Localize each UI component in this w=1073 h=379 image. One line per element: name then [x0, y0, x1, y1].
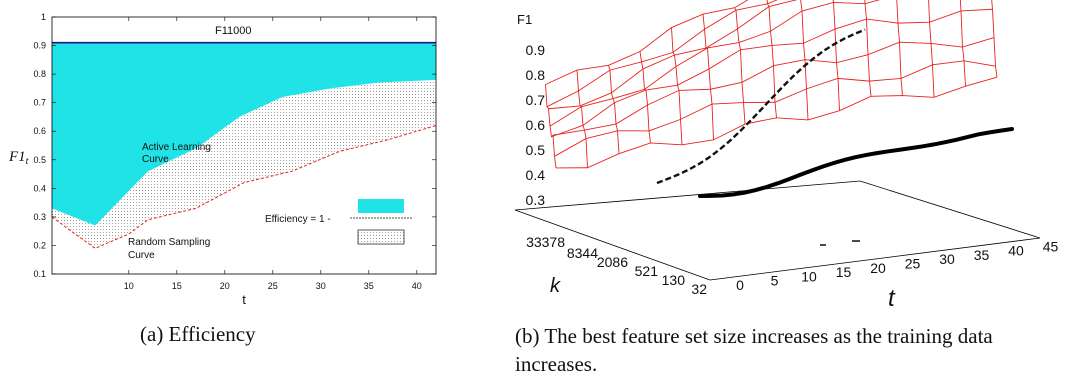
active-learning-region [52, 42, 436, 226]
best-k-floor-curve [698, 127, 1014, 198]
legend-random-swatch [357, 229, 405, 245]
mesh-line-t [864, 0, 872, 97]
z-tick-label: 0.3 [526, 192, 546, 208]
y-tick-label: 0.4 [33, 183, 46, 193]
k-tick-label: 521 [635, 263, 659, 279]
mesh-line-t [832, 0, 840, 111]
z-tick-label: 0.9 [526, 42, 546, 58]
t-tick-label: 15 [836, 264, 852, 280]
mesh-line-k [555, 76, 998, 169]
mesh-line-t [702, 14, 714, 140]
legend-efficiency-text: Efficiency = 1 - [265, 214, 331, 225]
active-curve-label-1: Active Learning [142, 142, 211, 153]
mesh-line-t [896, 0, 903, 96]
mesh-line-k [546, 0, 778, 108]
right-axis-line [859, 180, 1041, 239]
k-tick-label: 130 [662, 272, 686, 288]
mesh-line-k [545, 0, 749, 85]
t-tick-label: 25 [905, 256, 921, 272]
y-tick-label: 0.5 [33, 155, 46, 165]
mesh-line-k [554, 60, 996, 157]
random-gap-region [52, 79, 436, 249]
x-tick-label: 20 [220, 281, 230, 291]
t-tick-label: 30 [939, 251, 955, 267]
mesh-line-t [576, 70, 588, 168]
z-tick-label: 0.5 [526, 142, 546, 158]
y-axis-subscript: t [26, 156, 29, 167]
x-tick-label: 15 [172, 281, 182, 291]
x-tick-label: 40 [412, 281, 422, 291]
z-tick-label: 0.6 [526, 117, 546, 133]
f1-1000-label: F11000 [215, 25, 252, 37]
mesh-line-t [671, 27, 683, 145]
mesh-line-t [928, 0, 935, 98]
t-tick-label: 40 [1008, 243, 1024, 259]
k-tick-label: 2086 [597, 254, 628, 270]
plot-frame [51, 16, 437, 275]
back-axis-line [514, 180, 861, 211]
f1-1000-subscript: 1000 [227, 25, 251, 37]
t-tick-label: 5 [771, 273, 779, 289]
x-tick-label: 30 [316, 281, 326, 291]
caption-b: (b) The best feature set size increases … [515, 324, 993, 376]
k-axis-label: k [550, 275, 561, 297]
y-tick-label: 0.9 [33, 41, 46, 51]
y-tick-label: 0.3 [33, 212, 46, 222]
y-tick-label: 0.2 [33, 240, 46, 250]
x-tick-label: 10 [124, 281, 134, 291]
t-axis-line [709, 237, 1041, 281]
k-tick-label: 32 [691, 281, 707, 297]
mesh-line-t [608, 65, 620, 154]
x-tick-label: 25 [268, 281, 278, 291]
efficiency-chart: 0.1 0.2 0.3 0.4 0.5 0.6 0.7 0.8 0.9 1 10 15 20 25 30 35… [8, 12, 437, 307]
y-tick-label: 0.7 [33, 98, 46, 108]
mesh-line-k [552, 37, 995, 136]
mesh-line-t [639, 51, 651, 144]
mesh-line-t [800, 0, 809, 120]
y-tick-label: 0.6 [33, 126, 46, 136]
y-tick-label: 0.1 [33, 269, 46, 279]
x-axis-label: t [242, 292, 246, 307]
k-axis-line [514, 209, 711, 281]
z-tick-label: 0.8 [526, 67, 546, 83]
mesh-line-t [734, 7, 746, 125]
best-k-surface-path [656, 28, 866, 185]
x-tick-label: 35 [364, 281, 374, 291]
mesh-line-k [549, 0, 881, 127]
mesh-line-k [551, 8, 993, 138]
surface-chart: 0.3 0.4 0.5 0.6 0.7 0.8 0.9 F1 0 5 10 15 20 25 30 35 40 4… [514, 0, 1059, 312]
t-tick-label: 10 [801, 268, 817, 284]
mesh-line-t [766, 0, 777, 118]
y-tick-label: 0.8 [33, 69, 46, 79]
legend-active-swatch [358, 199, 404, 213]
t-tick-label: 45 [1043, 238, 1059, 254]
mesh-line-k [548, 0, 798, 110]
z-tick-label: 0.4 [526, 167, 546, 183]
t-tick-label: 0 [736, 277, 744, 293]
z-tick-label: 0.7 [526, 92, 546, 108]
random-curve-label-2: Curve [128, 250, 155, 261]
z-axis-label: F1 [517, 12, 532, 27]
caption-a: (a) Efficiency [140, 322, 256, 346]
y-axis-label: F1t [8, 149, 29, 167]
k-tick-label: 33378 [526, 234, 565, 250]
y-tick-label: 1 [41, 12, 46, 22]
mesh-line-t [545, 84, 557, 168]
random-curve-label-1: Random Sampling [128, 237, 210, 248]
active-curve-label-2: Curve [142, 154, 169, 165]
random-sampling-line [51, 125, 437, 249]
mesh-line-t [959, 0, 966, 87]
t-tick-label: 35 [974, 247, 990, 263]
t-tick-label: 20 [870, 260, 886, 276]
k-tick-label: 8344 [567, 245, 598, 261]
mesh-line-t [991, 0, 998, 78]
t-axis-label: t [888, 285, 896, 312]
